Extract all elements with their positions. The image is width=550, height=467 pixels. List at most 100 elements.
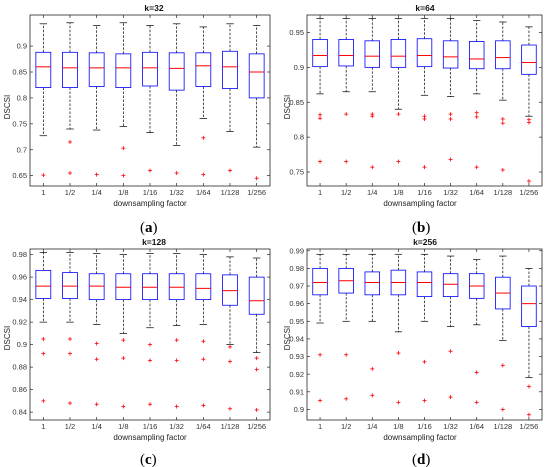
y-axis-label: DSCSI <box>3 95 12 119</box>
outlier-point <box>254 407 259 412</box>
box-8 <box>248 257 265 412</box>
outlier-point <box>318 112 323 117</box>
outlier-point <box>201 403 206 408</box>
outlier-point <box>121 356 126 361</box>
x-axis-label: downsampling factor <box>383 433 457 442</box>
iqr-box <box>364 271 380 296</box>
outlier-point <box>254 176 259 181</box>
box-2 <box>88 253 105 407</box>
outlier-point <box>228 168 232 173</box>
y-tick-label: 0.94 <box>289 335 304 344</box>
outlier-point <box>201 135 206 140</box>
y-tick-label: 0.65 <box>12 171 27 180</box>
box-3 <box>390 18 407 164</box>
iqr-box <box>442 273 459 297</box>
outlier-point <box>396 112 401 117</box>
x-tick-label: 1/2 <box>65 422 75 431</box>
outlier-point <box>201 339 206 344</box>
iqr-box <box>222 50 238 89</box>
y-tick-label: 0.75 <box>12 119 27 128</box>
panel-letter: b <box>417 220 425 236</box>
y-tick-label: 0.92 <box>12 318 27 327</box>
box-1 <box>62 22 78 176</box>
outlier-point <box>344 352 349 357</box>
outlier-point <box>500 167 505 172</box>
x-tick-label: 1/256 <box>520 422 539 431</box>
iqr-box <box>495 40 511 70</box>
box-5 <box>168 23 185 176</box>
outlier-point <box>396 159 401 164</box>
y-axis-label: DSCSI <box>3 326 12 350</box>
y-tick-label: 0.9 <box>17 42 27 51</box>
y-tick-label: 0.85 <box>289 98 304 107</box>
iqr-box <box>222 274 238 306</box>
outlier-point <box>148 358 152 363</box>
outlier-point <box>448 395 453 400</box>
outlier-point <box>174 404 179 409</box>
iqr-box <box>338 39 354 67</box>
outlier-point <box>68 351 72 356</box>
box-7 <box>222 256 238 411</box>
outlier-point <box>500 407 505 412</box>
x-tick-label: 1/8 <box>393 188 403 197</box>
iqr-box <box>416 38 433 68</box>
x-tick-label: 1/64 <box>196 188 211 197</box>
box-4 <box>142 25 158 173</box>
iqr-box <box>416 271 433 297</box>
y-tick-label: 0.99 <box>289 246 304 255</box>
iqr-box <box>469 41 485 70</box>
panel-letter: d <box>417 452 426 467</box>
panel-a: k=32 DSCSI downsampling factor (a) 0.65 0… <box>3 3 271 236</box>
y-tick-label: 0.93 <box>289 352 304 361</box>
iqr-box <box>62 272 78 299</box>
panel-caption: (d) <box>412 452 430 467</box>
y-tick-label: 0.86 <box>12 385 27 394</box>
box-4 <box>142 253 158 407</box>
x-tick-label: 1/32 <box>443 188 458 197</box>
iqr-box <box>168 52 185 91</box>
outlier-point <box>396 351 401 356</box>
y-tick-label: 0.75 <box>289 168 304 177</box>
outlier-point <box>422 165 427 170</box>
x-tick-label: 1/4 <box>367 422 377 431</box>
outlier-point <box>526 412 531 417</box>
y-tick-label: 0.9 <box>17 340 27 349</box>
outlier-point <box>94 341 99 346</box>
y-tick-label: 0.96 <box>289 299 304 308</box>
outlier-point <box>474 110 479 115</box>
x-tick-label: 1/32 <box>443 422 458 431</box>
iqr-box <box>364 40 380 68</box>
box-6 <box>195 254 212 408</box>
box-4 <box>416 253 433 403</box>
x-tick-label: 1/2 <box>341 188 351 197</box>
outlier-point <box>422 398 427 403</box>
outlier-point <box>318 116 323 121</box>
box-1 <box>62 252 78 406</box>
x-tick-label: 1/64 <box>196 422 211 431</box>
x-tick-label: 1/2 <box>341 422 351 431</box>
outlier-point <box>228 406 232 411</box>
x-tick-label: 1/256 <box>247 422 266 431</box>
outlier-point <box>500 116 505 121</box>
box-4 <box>416 18 433 170</box>
x-tick-label: 1/16 <box>417 188 432 197</box>
x-tick-label: 1/128 <box>221 422 240 431</box>
iqr-box <box>35 269 52 299</box>
y-tick-label: 0.84 <box>12 408 27 417</box>
y-tick-label: 0.8 <box>17 94 27 103</box>
outlier-point <box>94 402 99 407</box>
y-tick-label: 0.9 <box>294 405 304 414</box>
panel-caption: (c) <box>140 452 157 467</box>
box-7 <box>495 255 511 412</box>
outlier-point <box>474 370 479 375</box>
outlier-point <box>370 114 375 119</box>
outlier-point <box>68 401 72 406</box>
outlier-point <box>344 396 349 401</box>
outlier-point <box>41 351 46 356</box>
box-8 <box>521 268 537 417</box>
y-tick-label: 0.91 <box>289 387 304 396</box>
outlier-point <box>474 165 479 170</box>
panel-caption: (a) <box>140 220 158 236</box>
chart-title: k=256 <box>413 237 437 247</box>
outlier-point <box>148 342 152 347</box>
